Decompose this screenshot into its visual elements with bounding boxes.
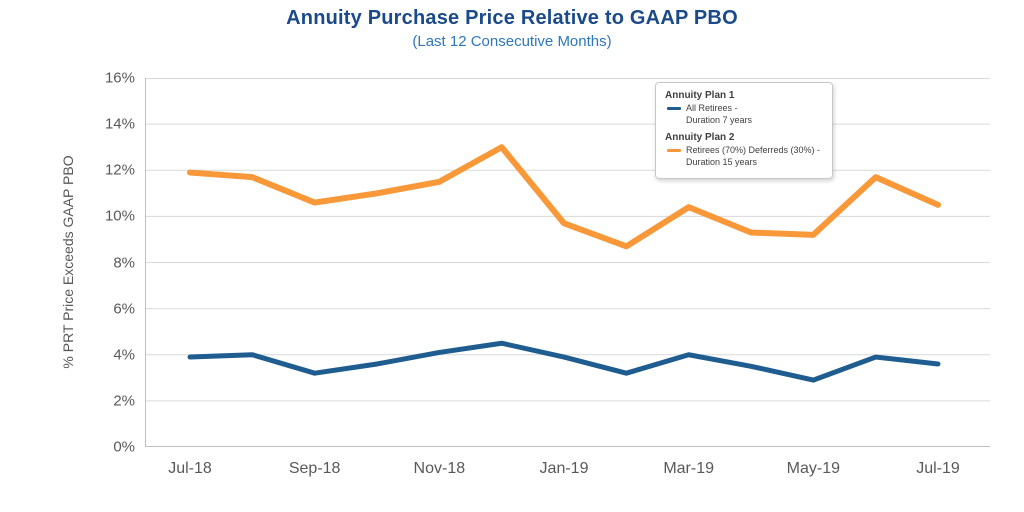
x-tick-label: May-19 — [786, 460, 841, 477]
chart-subtitle: (Last 12 Consecutive Months) — [412, 33, 612, 50]
y-tick-label: 8% — [113, 254, 135, 271]
x-tick-label: Jan-19 — [539, 460, 589, 477]
legend-series-2-row: Retirees (70%) Deferreds (30%) - Duratio… — [665, 145, 823, 168]
y-tick-label: 6% — [113, 300, 135, 318]
legend-series-2-label: Retirees (70%) Deferreds (30%) - Duratio… — [686, 145, 821, 168]
legend: Annuity Plan 1 All Retirees - Duration 7… — [655, 82, 833, 179]
x-tick-label: Jul-19 — [916, 460, 960, 477]
legend-series-1-label: All Retirees - Duration 7 years — [686, 103, 753, 125]
y-axis-title: % PRT Price Exceeds GAAP PBO — [60, 155, 76, 369]
legend-series-1-line-swatch — [667, 107, 681, 110]
y-tick-label: 0% — [113, 438, 135, 456]
series-line-1 — [187, 340, 941, 383]
y-tick-label: 4% — [113, 346, 135, 364]
line-chart — [145, 78, 990, 447]
legend-series-1-row: All Retirees - Duration 7 years — [665, 103, 823, 126]
legend-series-1-title: Annuity Plan 1 — [665, 90, 735, 101]
series-line-2 — [187, 144, 941, 250]
legend-series-2-title: Annuity Plan 2 — [665, 132, 735, 144]
y-tick-label: 14% — [104, 115, 135, 133]
y-tick-label: 2% — [113, 392, 135, 410]
y-tick-label: 16% — [104, 69, 135, 87]
y-tick-label: 10% — [104, 207, 135, 225]
x-tick-label: Mar-19 — [663, 460, 714, 477]
legend-series-2-line-swatch — [667, 149, 681, 153]
x-tick-label: Nov-18 — [413, 460, 466, 477]
x-tick-label: Jul-18 — [168, 460, 212, 477]
y-tick-label: 12% — [104, 161, 135, 179]
x-tick-label: Sep-18 — [288, 460, 341, 477]
chart-title: Annuity Purchase Price Relative to GAAP … — [286, 7, 738, 29]
